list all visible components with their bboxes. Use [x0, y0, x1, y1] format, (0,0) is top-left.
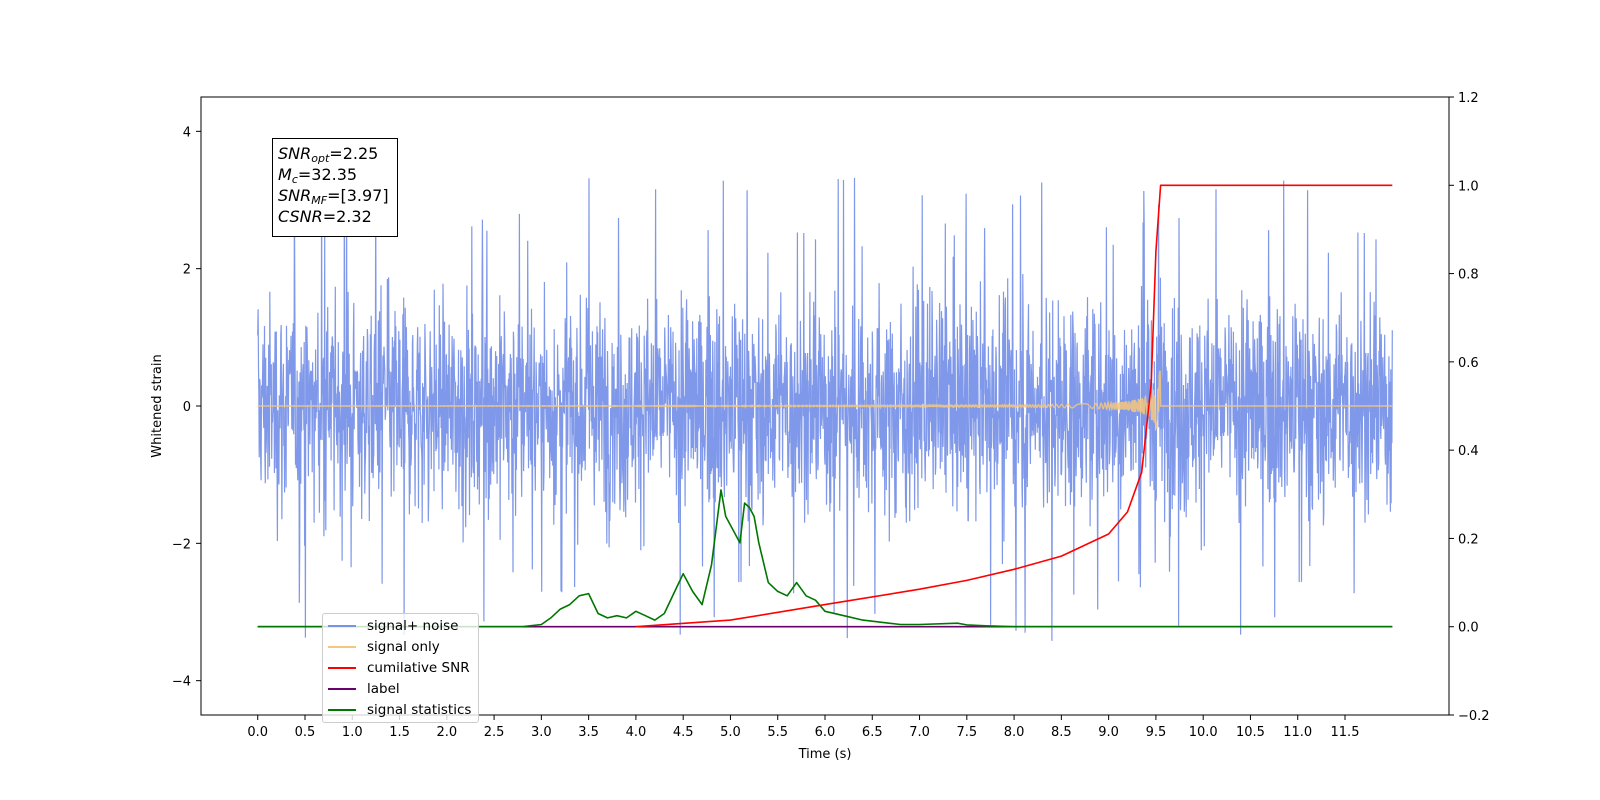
csnr-line: CSNR=2.32 — [278, 207, 372, 226]
y2-tick-label: −0.2 — [1458, 709, 1490, 724]
y2-tick-label: 1.2 — [1458, 91, 1479, 106]
legend-item: signal statistics — [323, 700, 478, 720]
y-tick-label: 0 — [183, 400, 191, 415]
snr-opt-line: SNRopt=2.25 — [278, 144, 379, 165]
legend: signal+ noise signal only cumilative SNR… — [322, 613, 479, 723]
y2-tick-label: 0.0 — [1458, 621, 1479, 636]
x-tick-label: 10.0 — [1189, 725, 1218, 740]
y-axis-left: 4 2 0 −2 −4 — [172, 125, 201, 690]
x-tick-label: 2.0 — [436, 725, 457, 740]
series-signal-noise — [257, 168, 1393, 641]
x-tick-label: 11.0 — [1283, 725, 1312, 740]
x-tick-label: 7.0 — [909, 725, 930, 740]
x-tick-label: 0.0 — [247, 725, 268, 740]
y2-tick-label: 0.2 — [1458, 532, 1479, 547]
x-tick-label: 2.5 — [484, 725, 505, 740]
x-tick-label: 3.0 — [531, 725, 552, 740]
x-tick-label: 6.0 — [815, 725, 836, 740]
stats-annotation: SNRopt=2.25 Mc=32.35 SNRMF=[3.97] CSNR=2… — [272, 138, 398, 237]
legend-swatch — [328, 646, 356, 648]
x-tick-label: 8.0 — [1004, 725, 1025, 740]
x-tick-label: 3.5 — [578, 725, 599, 740]
x-tick-label: 11.5 — [1331, 725, 1360, 740]
mc-line: Mc=32.35 — [278, 165, 358, 186]
csnr-value: 2.32 — [336, 207, 372, 226]
snr-mf-value: [3.97] — [340, 186, 389, 205]
legend-swatch — [328, 625, 356, 627]
series-signal-only — [257, 370, 1393, 430]
x-tick-label: 1.5 — [389, 725, 410, 740]
x-tick-label: 7.5 — [956, 725, 977, 740]
x-tick-label: 4.0 — [626, 725, 647, 740]
x-tick-label: 1.0 — [342, 725, 363, 740]
data-layer — [257, 168, 1393, 641]
mc-value: 32.35 — [311, 165, 358, 184]
legend-swatch — [328, 667, 356, 669]
legend-label: signal+ noise — [367, 618, 459, 634]
legend-label: cumilative SNR — [367, 660, 470, 676]
y-tick-label: 2 — [183, 263, 191, 278]
snr-opt-value: 2.25 — [342, 144, 379, 163]
x-tick-label: 5.0 — [720, 725, 741, 740]
x-tick-label: 9.5 — [1146, 725, 1167, 740]
x-tick-label: 4.5 — [673, 725, 694, 740]
y-axis-label: Whitened strain — [150, 354, 165, 457]
y2-tick-label: 1.0 — [1458, 179, 1479, 194]
x-tick-label: 9.0 — [1098, 725, 1119, 740]
legend-label: signal statistics — [367, 702, 472, 718]
x-axis: 0.0 0.5 1.0 1.5 2.0 2.5 3.0 3.5 4.0 4.5 5.0 5.5 6.0 6… — [247, 715, 1359, 740]
y2-tick-label: 0.4 — [1458, 444, 1479, 459]
y-tick-label: −4 — [172, 675, 191, 690]
legend-swatch — [328, 688, 356, 690]
series-signal-statistics — [257, 489, 1393, 628]
legend-item: cumilative SNR — [323, 658, 478, 678]
x-tick-label: 0.5 — [295, 725, 316, 740]
x-tick-label: 6.5 — [862, 725, 883, 740]
y-tick-label: 4 — [183, 125, 191, 140]
series-cumulative-snr — [635, 184, 1393, 628]
x-tick-label: 8.5 — [1051, 725, 1072, 740]
x-tick-label: 10.5 — [1236, 725, 1265, 740]
y2-tick-label: 0.6 — [1458, 356, 1479, 371]
y-axis-right: 1.2 1.0 0.8 0.6 0.4 0.2 0.0 −0.2 — [1449, 91, 1490, 724]
legend-item: signal+ noise — [323, 616, 478, 636]
legend-item: signal only — [323, 637, 478, 657]
legend-swatch — [328, 709, 356, 711]
legend-label: label — [367, 681, 400, 697]
snr-mf-line: SNRMF=[3.97] — [278, 186, 389, 207]
legend-item: label — [323, 679, 478, 699]
x-tick-label: 5.5 — [767, 725, 788, 740]
legend-label: signal only — [367, 639, 440, 655]
y2-tick-label: 0.8 — [1458, 268, 1479, 283]
y-tick-label: −2 — [172, 537, 191, 552]
x-axis-label: Time (s) — [798, 747, 852, 762]
